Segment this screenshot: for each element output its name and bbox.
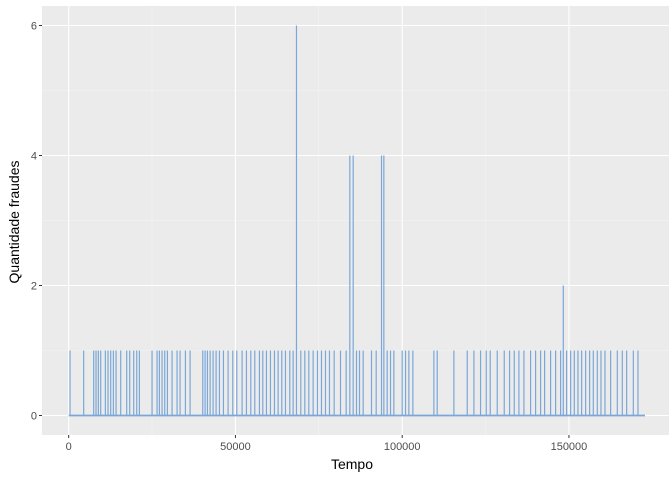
x-tick-label: 150000 [551,441,588,453]
y-axis-label: Quantidade fraudes [6,161,22,284]
y-axis-ticks: 0 2 4 6 [31,21,42,423]
x-axis-label: Tempo [331,456,373,472]
x-tick-label: 100000 [384,441,421,453]
x-axis-ticks: 0 50000 100000 150000 [66,435,588,453]
y-tick-label: 4 [31,151,37,163]
grid-minor [42,6,669,435]
series-fraudes [68,25,645,417]
x-tick-label: 50000 [220,441,251,453]
y-tick-label: 6 [31,21,37,33]
y-tick-label: 2 [31,281,37,293]
y-tick-label: 0 [31,411,37,423]
x-tick-label: 0 [66,441,72,453]
